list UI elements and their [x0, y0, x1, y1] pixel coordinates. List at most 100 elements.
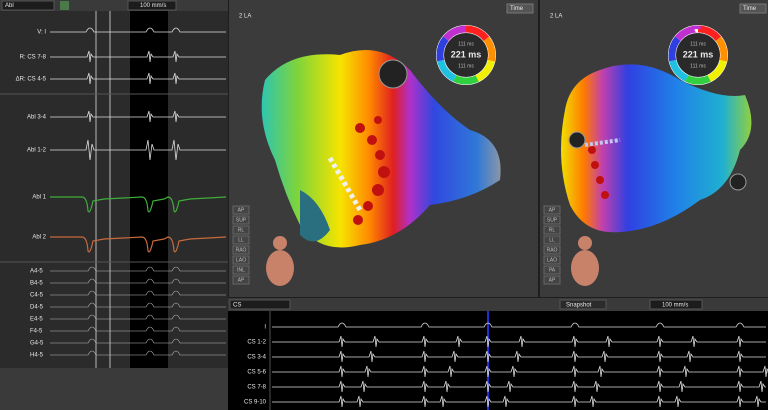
- waveform: [50, 27, 226, 33]
- channel-name: Abl 2: [32, 235, 46, 241]
- view-button[interactable]: [232, 275, 250, 285]
- toolbar: [0, 0, 228, 11]
- ecg-toolbar: [228, 298, 768, 311]
- channel-name: Abl 1: [32, 195, 46, 201]
- tool-icons[interactable]: [180, 2, 224, 9]
- vein: [378, 59, 408, 89]
- waveform: [50, 326, 226, 332]
- channel-name: ΔR: CS 4-5: [16, 77, 47, 83]
- waveform: [50, 290, 226, 296]
- mode-label: Time: [510, 6, 524, 12]
- channel-name: R: CS 7-8: [20, 55, 47, 61]
- map-region: [300, 190, 330, 242]
- electrode-name: E4-5: [30, 317, 43, 323]
- waveform: [272, 322, 766, 328]
- map-2: [561, 64, 752, 233]
- ring-center: [676, 33, 720, 77]
- waveform: [272, 395, 766, 408]
- view-label: SUP: [236, 217, 247, 223]
- view-button[interactable]: [232, 205, 250, 215]
- ring-segment: [436, 25, 496, 85]
- electrode-name: F4-5: [30, 329, 43, 335]
- mode-select[interactable]: [739, 3, 767, 14]
- view-label: AP: [549, 207, 556, 213]
- vein: [568, 131, 586, 149]
- torso-head: [273, 236, 287, 250]
- view-button[interactable]: [543, 275, 561, 285]
- mode-label: Time: [743, 6, 757, 12]
- electrode-name: B4-5: [30, 281, 43, 287]
- mode-select[interactable]: [506, 3, 534, 14]
- view-button[interactable]: [232, 235, 250, 245]
- waveform: [50, 196, 227, 213]
- view-button[interactable]: [232, 215, 250, 225]
- view-button[interactable]: [232, 245, 250, 255]
- view-button[interactable]: [543, 225, 561, 235]
- waveform: [50, 278, 226, 284]
- speed-label: 100 mm/s: [140, 3, 166, 9]
- view-button[interactable]: [232, 225, 250, 235]
- speed-select[interactable]: [649, 299, 703, 310]
- signal-panel: [0, 0, 228, 410]
- waveform: [50, 72, 226, 85]
- ablation-tags: [353, 116, 390, 225]
- electrode-name: C4-5: [30, 293, 44, 299]
- channel-select[interactable]: [229, 299, 291, 310]
- channel-label: CS: [233, 303, 241, 309]
- channel-name: V: I: [37, 30, 46, 36]
- channel-name: CS 3-4: [247, 355, 266, 361]
- ring-segment: [668, 25, 728, 85]
- snapshot-label: Snapshot: [566, 303, 592, 309]
- waveform: [272, 365, 768, 378]
- view-label: LAO: [236, 257, 246, 263]
- waveform: [50, 302, 226, 308]
- view-button[interactable]: [543, 245, 561, 255]
- waveform: [50, 110, 226, 123]
- view-button[interactable]: [543, 255, 561, 265]
- window-band: [130, 11, 168, 368]
- channel-name: CS 1-2: [247, 340, 266, 346]
- view-label: INL: [237, 267, 245, 273]
- view-label: RL: [238, 227, 245, 233]
- waveform: [50, 50, 226, 63]
- view-button[interactable]: [543, 205, 561, 215]
- ring-segment: [436, 25, 496, 85]
- ring-segment: [668, 25, 728, 85]
- ring-segment: [668, 25, 728, 85]
- catheter: [327, 156, 363, 212]
- tool-icons[interactable]: [712, 301, 764, 308]
- snapshot-button[interactable]: [559, 299, 607, 310]
- channel-select[interactable]: [1, 0, 55, 11]
- view-label: AP: [549, 277, 556, 283]
- view-button[interactable]: [543, 215, 561, 225]
- ring-top: 111 ms: [458, 41, 474, 47]
- view-label: PA: [549, 267, 556, 273]
- torso: [571, 250, 599, 286]
- speed-label: 100 mm/s: [662, 303, 688, 309]
- tool-button[interactable]: [60, 1, 69, 10]
- speed-select[interactable]: [127, 0, 177, 11]
- channel-name: CS 7-8: [247, 385, 266, 391]
- waveform: [50, 338, 226, 344]
- waveform: [50, 139, 226, 161]
- view-button[interactable]: [232, 255, 250, 265]
- electrode-name: A4-5: [30, 269, 43, 275]
- view-button[interactable]: [232, 265, 250, 275]
- ring-segment: [436, 25, 496, 85]
- torso: [266, 250, 294, 286]
- view-label: RAO: [547, 247, 558, 253]
- ring-bottom: 111 ms: [690, 63, 706, 69]
- waveform: [50, 314, 226, 320]
- waveform: [272, 335, 766, 348]
- view-button[interactable]: [543, 265, 561, 275]
- waveform: [272, 380, 766, 393]
- view-button[interactable]: [543, 235, 561, 245]
- view-label: AP: [238, 277, 245, 283]
- vein: [729, 173, 747, 191]
- channel-name: Abl 3-4: [27, 115, 47, 121]
- torso-head: [578, 236, 592, 250]
- channel-name: CS 5-6: [247, 370, 266, 376]
- ecg-panel: [228, 298, 768, 410]
- chamber-label: 2 LA: [550, 14, 562, 20]
